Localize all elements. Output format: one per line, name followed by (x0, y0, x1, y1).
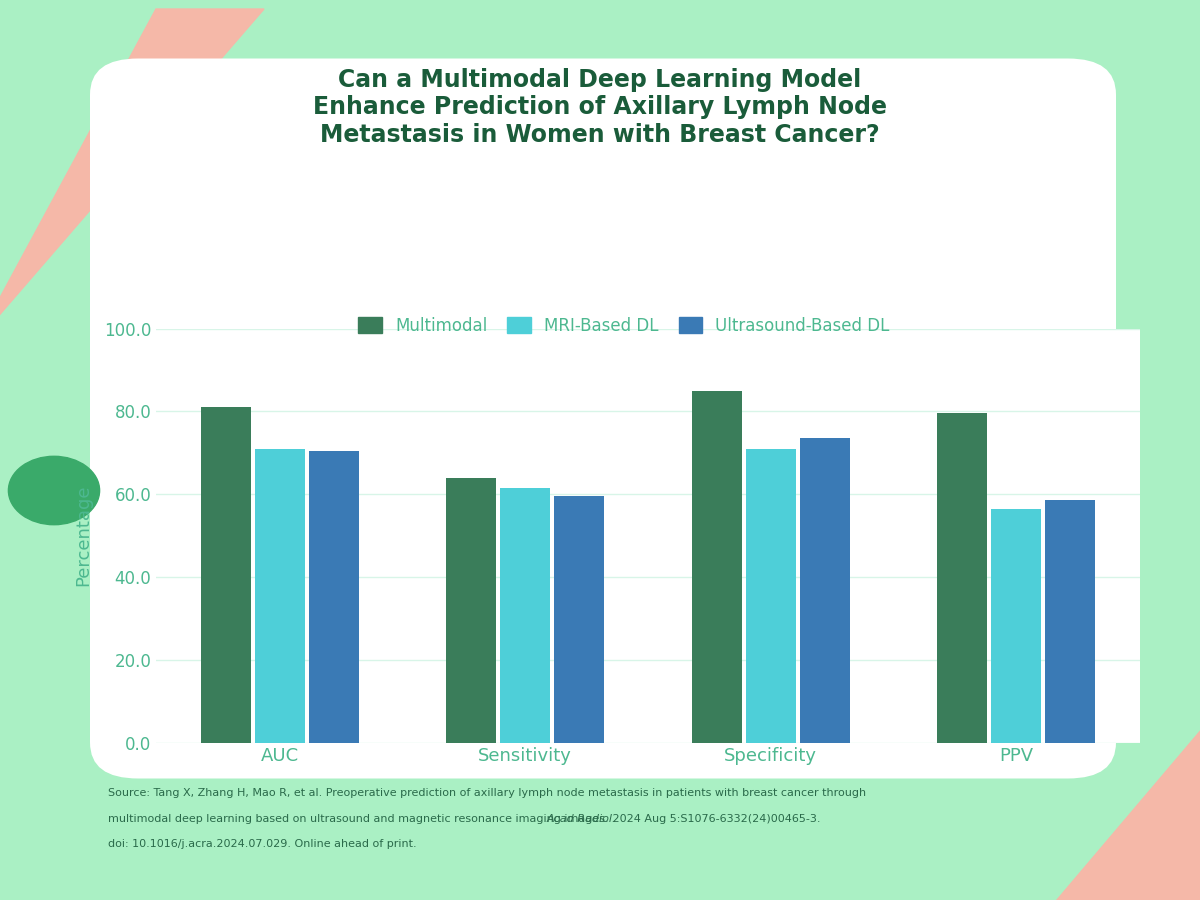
Bar (799, 438, 850, 742)
Bar (308, 451, 359, 742)
Bar (200, 407, 251, 742)
Bar (745, 448, 796, 742)
Bar (991, 508, 1042, 742)
Text: doi: 10.1016/j.acra.2024.07.029. Online ahead of print.: doi: 10.1016/j.acra.2024.07.029. Online … (108, 839, 416, 849)
Bar (500, 488, 551, 742)
Bar (937, 413, 988, 742)
Bar (691, 391, 742, 742)
Text: multimodal deep learning based on ultrasound and magnetic resonance imaging imag: multimodal deep learning based on ultras… (108, 814, 612, 824)
Text: Acad Radiol.: Acad Radiol. (546, 814, 616, 824)
FancyBboxPatch shape (90, 58, 1116, 778)
Bar (446, 478, 497, 742)
Bar (1045, 500, 1096, 742)
Legend: Multimodal, MRI-Based DL, Ultrasound-Based DL: Multimodal, MRI-Based DL, Ultrasound-Bas… (352, 310, 896, 341)
Text: Can a Multimodal Deep Learning Model
Enhance Prediction of Axillary Lymph Node
M: Can a Multimodal Deep Learning Model Enh… (313, 68, 887, 147)
Text: 2024 Aug 5:S1076-6332(24)00465-3.: 2024 Aug 5:S1076-6332(24)00465-3. (610, 814, 821, 824)
Y-axis label: Percentage: Percentage (74, 485, 92, 586)
Text: Source: Tang X, Zhang H, Mao R, et al. Preoperative prediction of axillary lymph: Source: Tang X, Zhang H, Mao R, et al. P… (108, 788, 866, 797)
Bar (554, 496, 605, 742)
Bar (254, 448, 305, 742)
